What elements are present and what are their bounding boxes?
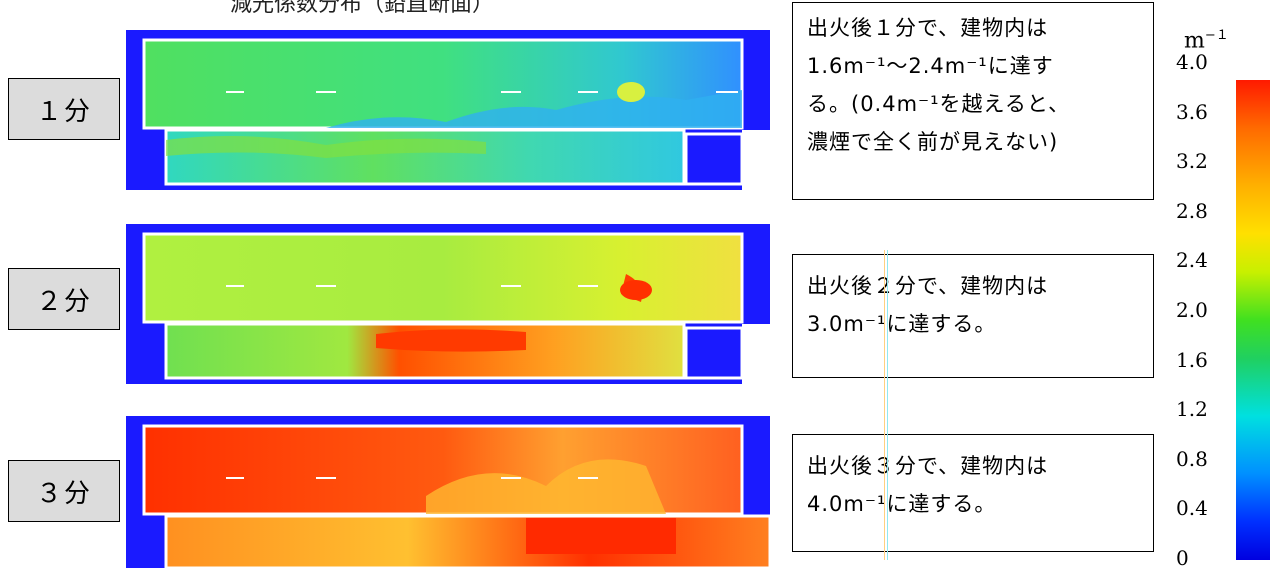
callout-3min: 出火後３分で、建物内は 4.0m⁻¹に達する。 — [792, 434, 1154, 552]
smoke-panel-2min — [126, 224, 770, 384]
colorbar-unit: m−１ — [1184, 24, 1229, 53]
colorbar-unit-exponent: −１ — [1204, 28, 1229, 43]
guide-line-warm — [884, 250, 885, 560]
colorbar-tick-3: 2.8 — [1176, 198, 1208, 223]
colorbar-tick-labels: 4.0 3.6 3.2 2.8 2.4 2.0 1.6 1.2 0.8 0.4 0 — [1176, 50, 1236, 572]
figure-title: 減光係数分布（鉛直断面） — [230, 0, 495, 17]
callout-3min-line-1: 出火後３分で、建物内は — [807, 454, 1049, 478]
time-label-3min: ３分 — [8, 460, 120, 522]
colorbar-tick-8: 0.8 — [1176, 446, 1208, 471]
callout-2min: 出火後２分で、建物内は 3.0m⁻¹に達する。 — [792, 254, 1154, 378]
smoke-panel-1min — [126, 30, 770, 190]
callout-2min-line-2: 3.0m⁻¹に達する。 — [807, 312, 997, 336]
callout-1min-line-2: 1.6m⁻¹～2.4m⁻¹に達す — [807, 54, 1054, 78]
callout-2min-line-1: 出火後２分で、建物内は — [807, 274, 1049, 298]
colorbar-tick-1: 3.6 — [1176, 99, 1208, 124]
callout-1min-line-4: 濃煙で全く前が見えない) — [807, 130, 1059, 154]
callout-1min: 出火後１分で、建物内は 1.6m⁻¹～2.4m⁻¹に達す る。(0.4m⁻¹を越… — [792, 2, 1154, 200]
colorbar-tick-2: 3.2 — [1176, 149, 1208, 174]
colorbar-tick-4: 2.4 — [1176, 248, 1208, 273]
colorbar-tick-5: 2.0 — [1176, 298, 1208, 322]
guide-line-cool — [887, 250, 888, 560]
callout-1min-line-3: る。(0.4m⁻¹を越えると、 — [807, 92, 1071, 116]
colorbar-unit-base: m — [1184, 28, 1205, 54]
time-label-1min: １分 — [8, 78, 120, 140]
callout-1min-line-1: 出火後１分で、建物内は — [807, 16, 1049, 40]
smoke-panel-3min — [126, 416, 770, 568]
callout-3min-line-2: 4.0m⁻¹に達する。 — [807, 492, 997, 516]
colorbar-tick-0: 4.0 — [1176, 50, 1208, 74]
time-label-2min: ２分 — [8, 268, 120, 330]
colorbar-tick-9: 0.4 — [1176, 496, 1208, 521]
colorbar — [1236, 80, 1270, 560]
colorbar-tick-6: 1.6 — [1176, 347, 1208, 372]
colorbar-tick-10: 0 — [1176, 546, 1189, 570]
colorbar-tick-7: 1.2 — [1176, 397, 1208, 422]
